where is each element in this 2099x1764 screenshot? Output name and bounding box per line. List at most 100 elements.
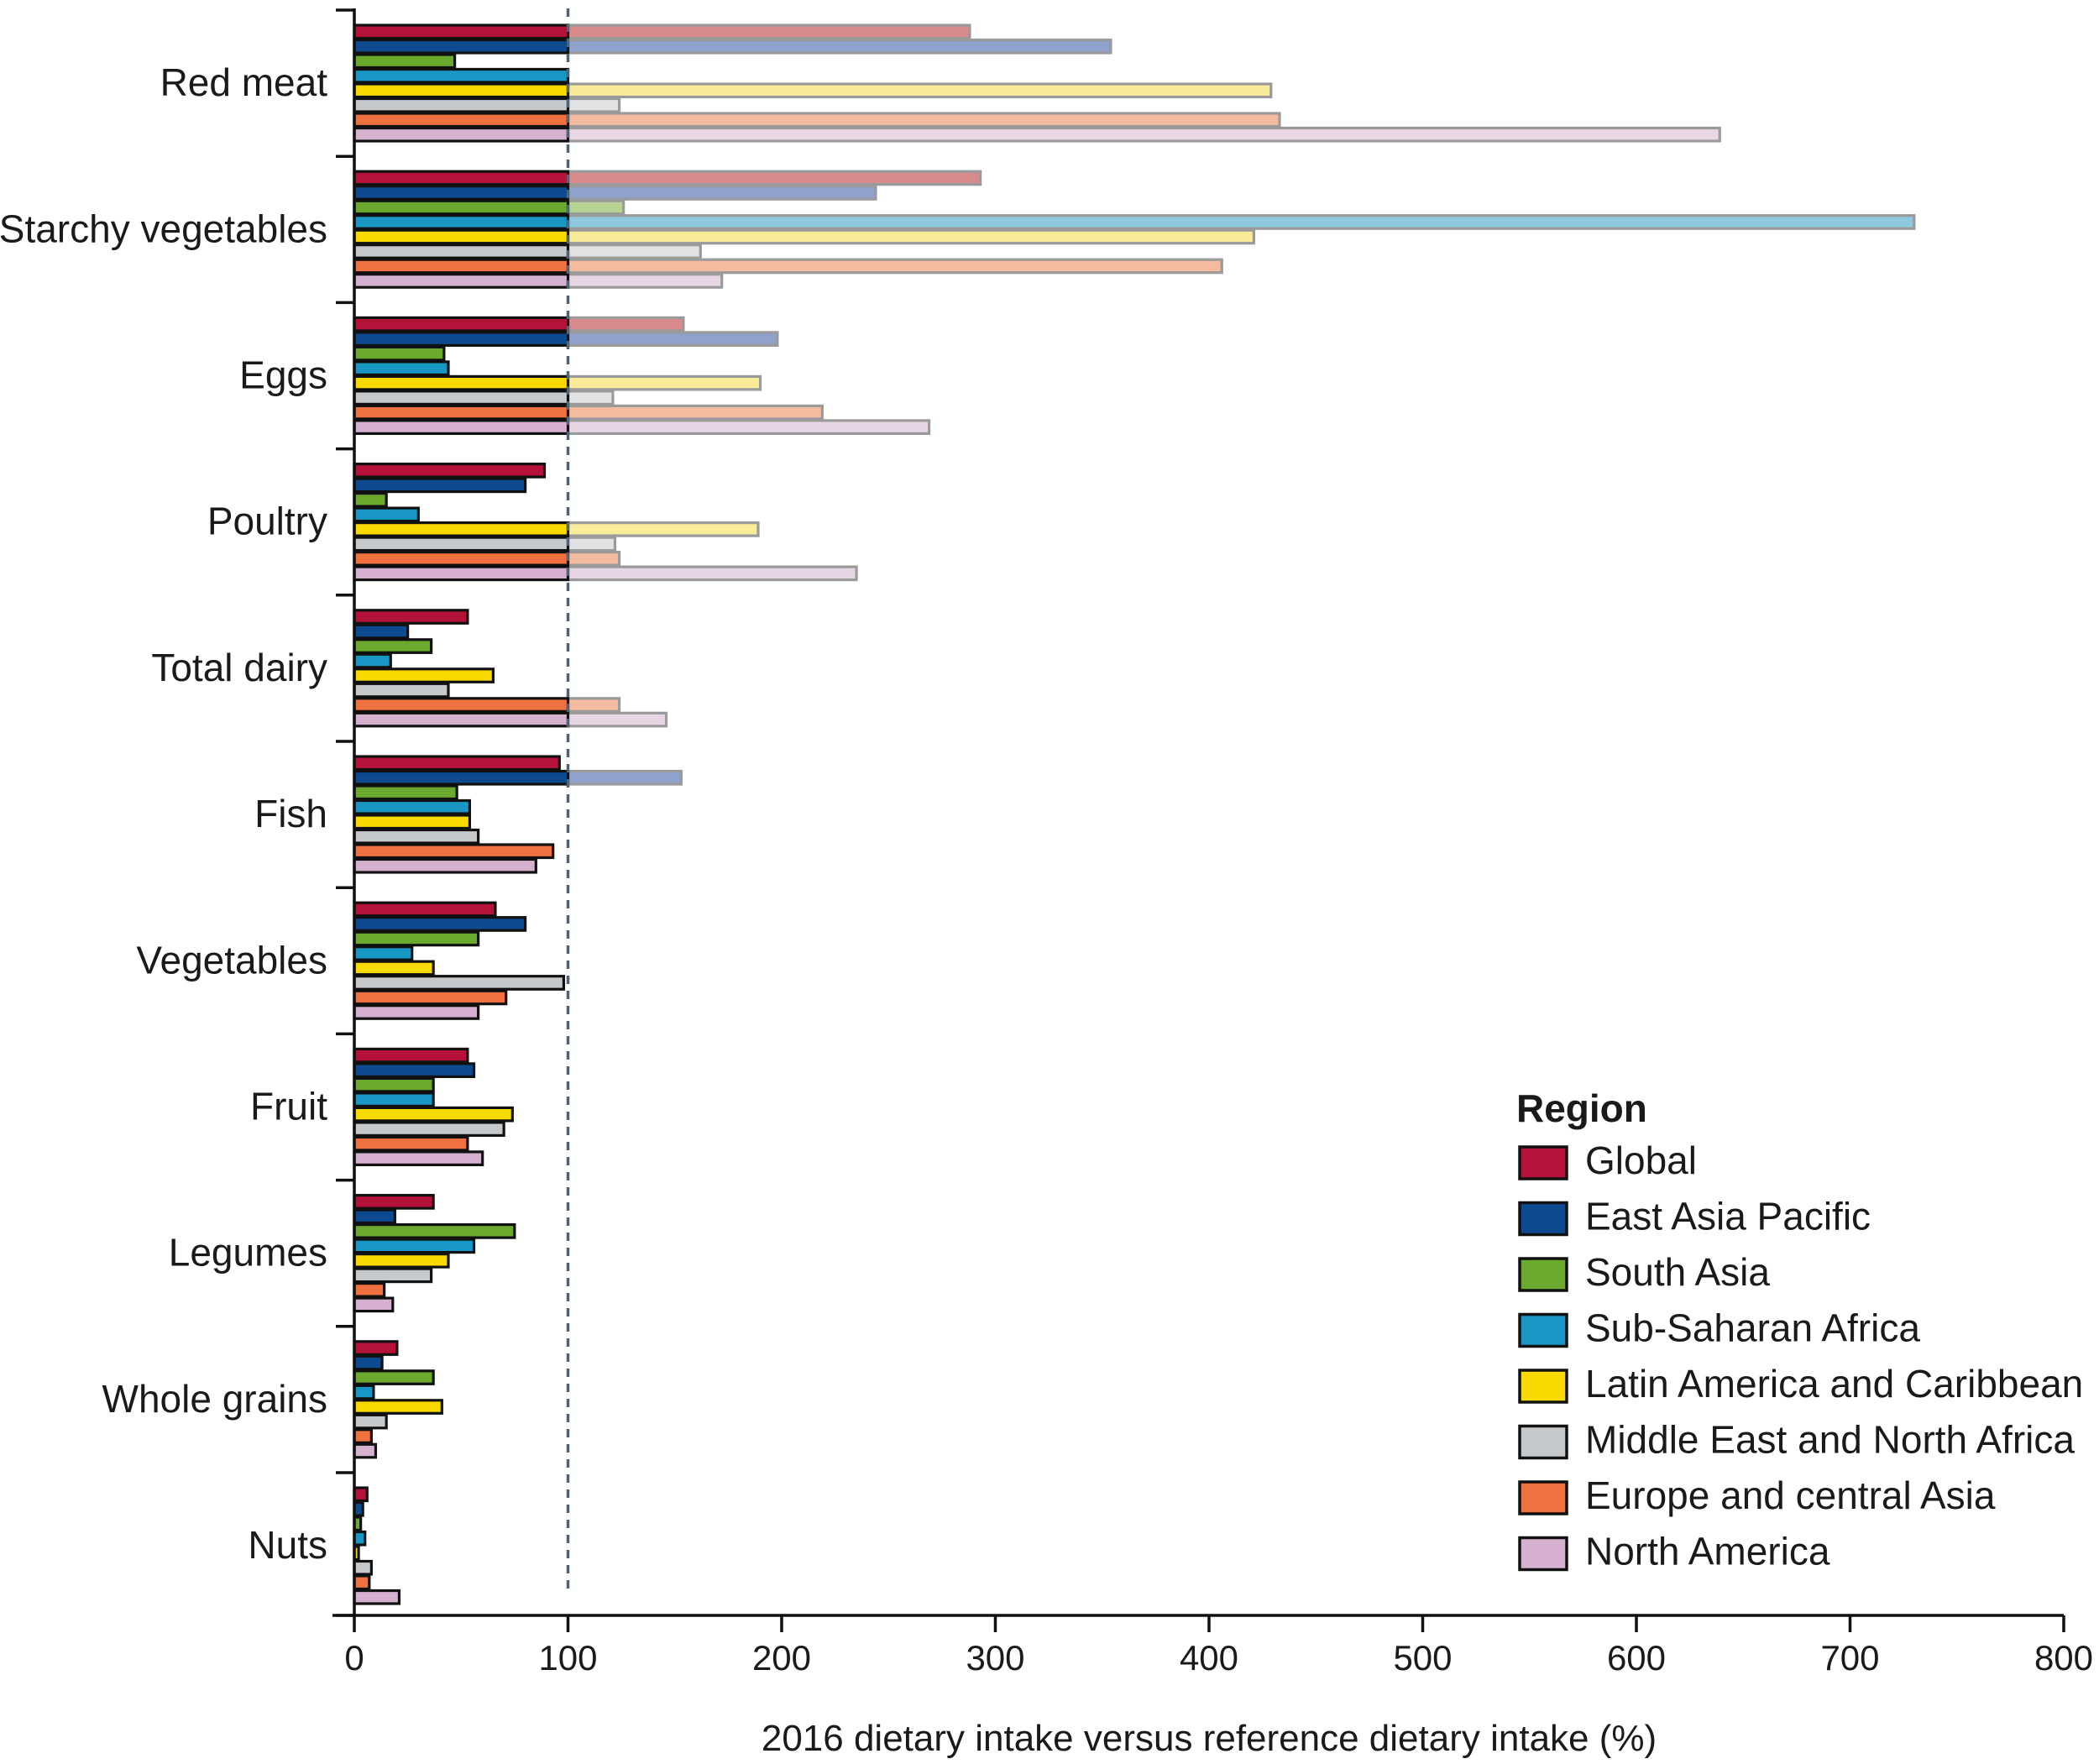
bar-starchy-vegetables-latin-america-and-caribbean	[353, 228, 570, 245]
legend-swatch-east-asia-pacific	[1518, 1201, 1568, 1237]
bar-fruit-east-asia-pacific	[353, 1062, 476, 1079]
bar-excess-eggs-latin-america-and-caribbean	[566, 374, 762, 391]
legend-label-global: Global	[1585, 1138, 1697, 1182]
bar-excess-eggs-north-america	[566, 419, 931, 435]
bar-red-meat-north-america	[353, 126, 570, 143]
bar-nuts-sub-saharan-africa	[353, 1530, 367, 1547]
legend-label-east-asia-pacific: East Asia Pacific	[1585, 1195, 1871, 1238]
bar-fruit-global	[353, 1047, 469, 1064]
category-label-whole-grains: Whole grains	[102, 1377, 327, 1421]
legend-label-sub-saharan-africa: Sub-Saharan Africa	[1585, 1306, 1920, 1350]
bar-whole-grains-global	[353, 1340, 399, 1356]
bar-fruit-europe-and-central-asia	[353, 1135, 469, 1152]
bar-whole-grains-south-asia	[353, 1369, 435, 1385]
bar-eggs-europe-and-central-asia	[353, 404, 570, 421]
category-label-poultry: Poultry	[207, 500, 327, 543]
legend-label-latin-america-and-caribbean: Latin America and Caribbean	[1585, 1362, 2083, 1405]
bar-excess-total-dairy-north-america	[566, 711, 668, 728]
bar-red-meat-south-asia	[353, 53, 457, 70]
bar-total-dairy-global	[353, 609, 469, 625]
bar-legumes-sub-saharan-africa	[353, 1238, 476, 1254]
bar-starchy-vegetables-east-asia-pacific	[353, 185, 570, 201]
bar-nuts-global	[353, 1486, 369, 1503]
bar-fish-global	[353, 755, 561, 772]
bar-total-dairy-east-asia-pacific	[353, 623, 410, 640]
x-axis-title: 2016 dietary intake versus reference die…	[762, 1718, 1657, 1759]
legend-label-europe-and-central-asia: Europe and central Asia	[1585, 1473, 1996, 1517]
bar-fish-north-america	[353, 857, 537, 874]
bar-nuts-north-america	[353, 1589, 401, 1605]
legend-label-north-america: North America	[1585, 1530, 1830, 1573]
bar-fish-east-asia-pacific	[353, 769, 570, 786]
category-label-vegetables: Vegetables	[136, 938, 327, 981]
bar-red-meat-sub-saharan-africa	[353, 67, 570, 84]
bar-excess-red-meat-global	[566, 24, 971, 40]
bar-starchy-vegetables-sub-saharan-africa	[353, 214, 570, 230]
legend: Region Global East Asia Pacific South Asia S…	[1516, 1086, 2083, 1573]
bar-excess-starchy-vegetables-global	[566, 170, 982, 186]
bar-legumes-north-america	[353, 1296, 395, 1313]
bar-starchy-vegetables-europe-and-central-asia	[353, 258, 570, 275]
bar-eggs-sub-saharan-africa	[353, 360, 450, 376]
bar-poultry-global	[353, 462, 547, 479]
axes-layer	[332, 8, 2065, 1632]
bar-vegetables-middle-east-and-north-africa	[353, 975, 566, 991]
bar-legumes-east-asia-pacific	[353, 1208, 396, 1225]
x-tick-label: 600	[1607, 1638, 1666, 1678]
bar-eggs-south-asia	[353, 345, 446, 362]
bar-whole-grains-latin-america-and-caribbean	[353, 1399, 443, 1415]
bar-whole-grains-north-america	[353, 1442, 378, 1459]
bar-excess-starchy-vegetables-europe-and-central-asia	[566, 258, 1223, 275]
legend-label-middle-east-and-north-africa: Middle East and North Africa	[1585, 1418, 2075, 1462]
x-tick-label: 100	[538, 1638, 597, 1678]
bar-excess-poultry-latin-america-and-caribbean	[566, 521, 760, 537]
category-label-legumes: Legumes	[169, 1231, 327, 1275]
bar-total-dairy-latin-america-and-caribbean	[353, 667, 495, 683]
legend-swatch-north-america	[1518, 1536, 1568, 1572]
bar-starchy-vegetables-north-america	[353, 273, 570, 289]
bar-excess-fish-east-asia-pacific	[566, 769, 683, 786]
bar-excess-eggs-global	[566, 316, 685, 332]
bar-starchy-vegetables-middle-east-and-north-africa	[353, 243, 570, 259]
legend-title: Region	[1516, 1086, 1647, 1130]
bar-excess-starchy-vegetables-middle-east-and-north-africa	[566, 243, 702, 259]
x-tick-label: 400	[1180, 1638, 1238, 1678]
legend-swatch-middle-east-and-north-africa	[1518, 1424, 1568, 1460]
x-tick-label: 200	[752, 1638, 811, 1678]
bar-starchy-vegetables-south-asia	[353, 199, 570, 216]
bar-excess-red-meat-latin-america-and-caribbean	[566, 82, 1273, 99]
bar-whole-grains-east-asia-pacific	[353, 1354, 384, 1371]
bar-red-meat-east-asia-pacific	[353, 38, 570, 55]
bar-excess-poultry-europe-and-central-asia	[566, 550, 621, 567]
x-tick-label: 700	[1820, 1638, 1879, 1678]
category-label-red-meat: Red meat	[160, 60, 328, 104]
category-label-fruit: Fruit	[250, 1085, 327, 1128]
bar-fish-latin-america-and-caribbean	[353, 814, 472, 830]
bar-poultry-latin-america-and-caribbean	[353, 521, 570, 537]
bar-total-dairy-north-america	[353, 711, 570, 728]
category-label-starchy-vegetables: Starchy vegetables	[0, 207, 327, 250]
bar-whole-grains-europe-and-central-asia	[353, 1428, 373, 1444]
bar-whole-grains-sub-saharan-africa	[353, 1384, 375, 1400]
bar-starchy-vegetables-global	[353, 170, 570, 186]
bar-nuts-middle-east-and-north-africa	[353, 1559, 373, 1576]
bar-red-meat-middle-east-and-north-africa	[353, 97, 570, 113]
bar-fruit-latin-america-and-caribbean	[353, 1106, 514, 1123]
bar-excess-starchy-vegetables-sub-saharan-africa	[566, 214, 1916, 230]
legend-swatch-europe-and-central-asia	[1518, 1480, 1568, 1515]
bar-vegetables-south-asia	[353, 930, 480, 947]
bar-eggs-global	[353, 316, 570, 332]
bar-excess-starchy-vegetables-north-america	[566, 273, 724, 289]
bar-legumes-latin-america-and-caribbean	[353, 1252, 450, 1269]
bar-legumes-global	[353, 1193, 435, 1210]
bar-fish-europe-and-central-asia	[353, 843, 555, 860]
bar-poultry-europe-and-central-asia	[353, 550, 570, 567]
legend-swatch-latin-america-and-caribbean	[1518, 1369, 1568, 1404]
bar-poultry-north-america	[353, 565, 570, 582]
bar-vegetables-global	[353, 901, 497, 918]
legend-swatch-south-asia	[1518, 1257, 1568, 1292]
bar-eggs-middle-east-and-north-africa	[353, 390, 570, 406]
x-tick-label: 300	[966, 1638, 1024, 1678]
